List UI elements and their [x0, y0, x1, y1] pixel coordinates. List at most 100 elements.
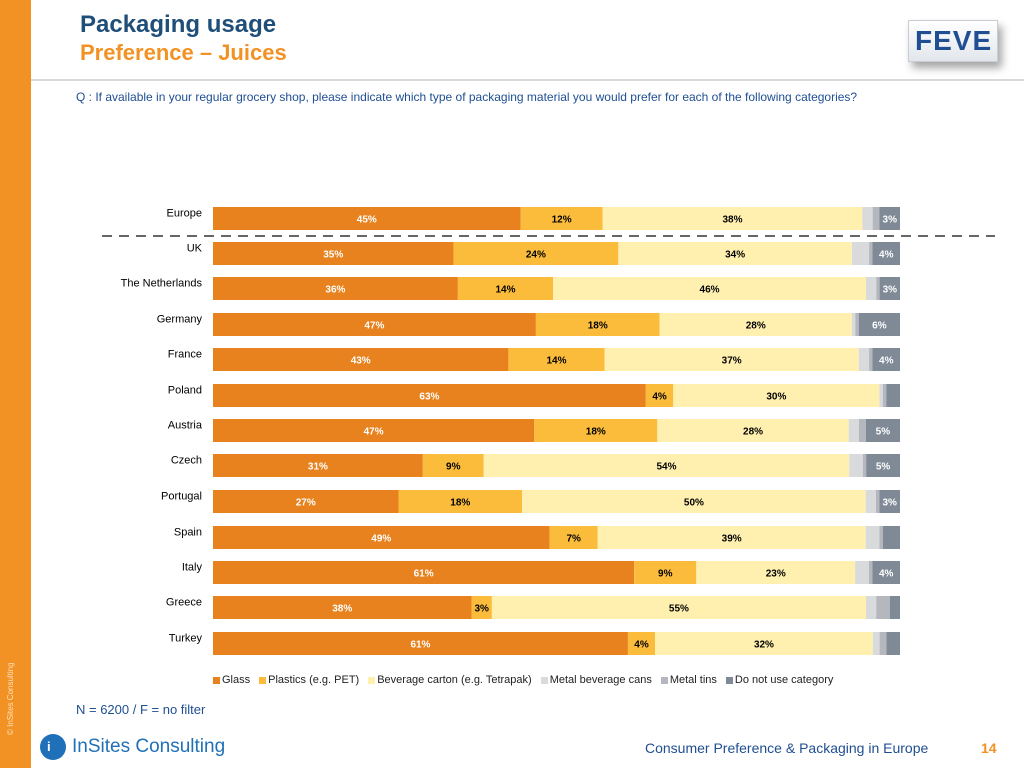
bar-segment: [868, 561, 873, 584]
bar-segment: [882, 526, 900, 549]
data-label: 38%: [723, 215, 743, 226]
category-label: Czech: [171, 455, 202, 467]
data-label: 63%: [419, 392, 439, 403]
category-label: Portugal: [161, 491, 202, 503]
data-label: 47%: [364, 321, 384, 332]
legend-swatch: [725, 676, 733, 684]
survey-question: Q : If available in your regular grocery…: [76, 90, 858, 104]
data-label: 61%: [414, 569, 434, 580]
legend-item: Metal tins: [660, 674, 717, 686]
chart-legend: Glass Plastics (e.g. PET) Beverage carton …: [213, 674, 833, 686]
data-label: 18%: [588, 321, 608, 332]
legend-label: Metal beverage cans: [549, 674, 652, 686]
bar-segment: [858, 348, 870, 371]
data-label: 55%: [669, 604, 689, 615]
legend-label: Glass: [222, 674, 251, 686]
bar-segment: [457, 277, 554, 300]
legend-swatch: [660, 676, 668, 684]
bar-segment: [213, 490, 399, 513]
bar-segment: [869, 242, 873, 265]
data-label: 45%: [357, 215, 377, 226]
category-label: Austria: [168, 420, 203, 432]
bar-segment: [522, 490, 866, 513]
bar-segment: [549, 526, 598, 549]
bar-segment: [872, 561, 900, 584]
data-label: 14%: [546, 356, 566, 367]
bar-segment: [508, 348, 605, 371]
data-label: 12%: [552, 215, 572, 226]
bar-segment: [597, 526, 866, 549]
bar-segment: [869, 348, 873, 371]
category-label: Spain: [174, 527, 202, 539]
data-label: 49%: [371, 534, 391, 545]
bar-segment: [618, 242, 852, 265]
data-label: 4%: [879, 356, 894, 367]
bar-segment: [865, 596, 877, 619]
legend-swatch: [540, 676, 548, 684]
page-subtitle: Preference – Juices: [80, 40, 287, 65]
data-label: 4%: [879, 250, 894, 261]
bar-segment: [886, 384, 900, 407]
data-label: 18%: [586, 427, 606, 438]
bar-segment: [848, 419, 859, 442]
page-title: Packaging usage: [80, 11, 277, 38]
data-label: 39%: [722, 534, 742, 545]
legend-label: Metal tins: [669, 674, 717, 686]
bar-segment: [879, 632, 887, 655]
bar-segment: [483, 454, 850, 477]
legend-swatch: [259, 676, 267, 684]
bar-segment: [520, 207, 603, 230]
data-label: 18%: [450, 498, 470, 509]
bar-segment: [858, 313, 900, 336]
bar-segment: [602, 207, 863, 230]
category-label: Greece: [166, 597, 202, 609]
bar-segment: [634, 561, 697, 584]
bar-segment: [213, 242, 454, 265]
data-label: 32%: [754, 640, 774, 651]
bar-segment: [889, 596, 900, 619]
bar-segment: [882, 384, 887, 407]
bar-segment: [879, 277, 900, 300]
bar-segment: [422, 454, 484, 477]
legend-item: Plastics (e.g. PET): [259, 674, 359, 686]
category-label: Germany: [157, 314, 203, 326]
insites-logo-icon: i: [40, 734, 66, 760]
data-label: 61%: [410, 640, 430, 651]
data-label: 4%: [879, 569, 894, 580]
data-label: 28%: [746, 321, 766, 332]
bar-segment: [872, 632, 880, 655]
bar-segment: [872, 242, 900, 265]
data-label: 46%: [700, 285, 720, 296]
data-label: 7%: [566, 534, 581, 545]
bar-segment: [876, 277, 880, 300]
data-label: 24%: [526, 250, 546, 261]
data-label: 6%: [872, 321, 887, 332]
bar-segment: [534, 419, 658, 442]
bar-segment: [865, 490, 876, 513]
bar-segment: [879, 207, 900, 230]
bar-segment: [865, 526, 880, 549]
data-label: 27%: [296, 498, 316, 509]
data-label: 5%: [876, 427, 891, 438]
bar-segment: [866, 454, 900, 477]
legend-item: Metal beverage cans: [540, 674, 652, 686]
bar-segment: [535, 313, 660, 336]
data-label: 38%: [332, 604, 352, 615]
feve-logo: FEVE: [908, 20, 998, 62]
bar-segment: [865, 277, 877, 300]
category-label: Poland: [168, 385, 202, 397]
sample-note: N = 6200 / F = no filter: [76, 702, 206, 717]
data-label: 14%: [495, 285, 515, 296]
legend-label: Beverage carton (e.g. Tetrapak): [377, 674, 532, 686]
legend-label: Plastics (e.g. PET): [268, 674, 360, 686]
category-label: France: [168, 349, 202, 361]
bar-segment: [849, 454, 863, 477]
data-label: 54%: [656, 462, 676, 473]
data-label: 35%: [323, 250, 343, 261]
data-label: 3%: [474, 604, 489, 615]
side-accent-bar: [0, 0, 31, 768]
data-label: 3%: [883, 285, 898, 296]
brand-name: InSites Consulting: [72, 736, 226, 757]
bar-segment: [491, 596, 866, 619]
bar-segment: [645, 384, 674, 407]
